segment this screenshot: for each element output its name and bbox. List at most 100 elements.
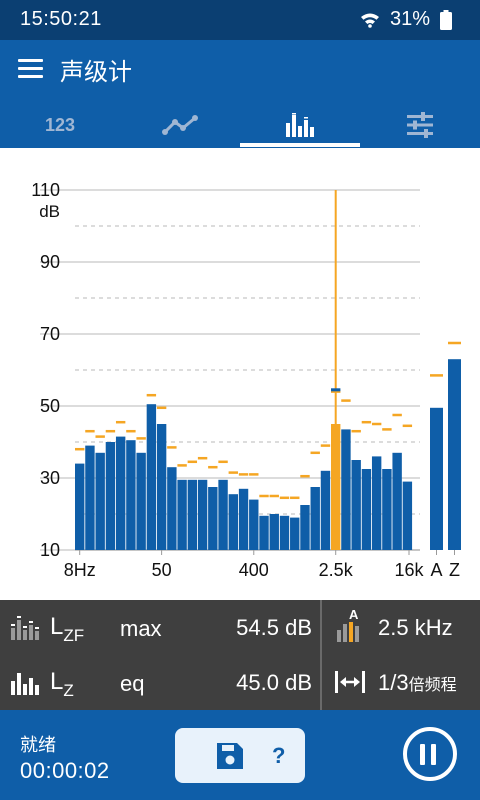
spectrum-bar <box>259 515 269 550</box>
bandwidth-value: 1/3倍频程 <box>378 670 457 695</box>
band-frequency[interactable]: A 2.5 kHz <box>322 600 480 655</box>
lz-eq-row[interactable]: LZ eq 45.0 dB <box>0 655 320 710</box>
x-tick-label: 400 <box>239 560 269 580</box>
spectrum-bar <box>167 467 177 550</box>
max-hold-marker <box>351 429 361 433</box>
y-tick-label: 70 <box>40 324 60 344</box>
spectrum-chart-panel: 110 90 70 50 30 10 dB 8Hz 50 400 2.5k 16k A Z <box>0 150 480 600</box>
bandwidth-setting[interactable]: 1/3倍频程 <box>322 655 480 710</box>
battery-icon <box>440 9 452 30</box>
spectrum-bar <box>392 452 402 550</box>
save-icon[interactable] <box>216 742 244 770</box>
max-hold-marker <box>95 435 105 438</box>
max-label: max <box>120 616 162 641</box>
spectrum-bar <box>402 481 413 550</box>
tab-spectrum[interactable] <box>240 102 360 148</box>
clock: 15:50:21 <box>20 8 102 30</box>
max-hold-marker <box>167 446 177 449</box>
spectrum-bar <box>105 442 116 550</box>
spectrum-bar <box>371 456 382 550</box>
tab-numeric[interactable]: 123 <box>0 102 120 148</box>
max-hold-marker <box>197 456 208 460</box>
spectrum-bar <box>187 479 198 550</box>
pause-icon-left <box>420 744 425 765</box>
spectrum-bar <box>290 517 300 550</box>
y-tick-label: 110 <box>31 180 60 200</box>
spectrum-bar <box>177 479 187 550</box>
spectrum-bar <box>238 488 249 550</box>
max-hold-marker <box>361 420 372 424</box>
measurement-panel: LZF max 54.5 dB LZ eq 45.0 dB A 2.5 kHz <box>0 600 480 710</box>
spectrum-bars-icon <box>11 673 39 695</box>
spectrum-bar <box>361 469 372 550</box>
max-hold-marker <box>402 424 413 428</box>
spectrum-bar <box>218 479 228 550</box>
spectrum-bar <box>95 452 105 550</box>
active-tab-indicator <box>240 143 360 147</box>
selected-band-icon: A <box>337 608 359 642</box>
overall-max-marker <box>448 341 461 345</box>
x-tick-label: 2.5k <box>319 560 354 580</box>
pause-button[interactable] <box>403 727 457 781</box>
spectrum-bar <box>310 487 320 550</box>
lz-symbol: LZ <box>50 668 74 700</box>
max-hold-marker <box>75 447 85 451</box>
max-hold-marker <box>259 494 269 498</box>
trend-line-tab-icon <box>162 115 198 135</box>
overall-bar <box>448 359 461 550</box>
max-hold-marker <box>279 496 290 500</box>
spectrum-bar <box>351 460 361 550</box>
lzf-symbol: LZF <box>50 613 85 645</box>
spectrum-bar <box>269 514 279 550</box>
frequency-value: 2.5 kHz <box>378 615 453 640</box>
max-hold-marker <box>146 393 157 397</box>
spectrum-bar <box>208 487 218 550</box>
spectrum-bar <box>115 436 126 550</box>
max-hold-marker <box>177 464 187 467</box>
spectrum-bar <box>249 499 259 550</box>
lzf-max-row[interactable]: LZF max 54.5 dB <box>0 600 320 655</box>
settings-sliders-tab-icon <box>407 112 433 138</box>
max-hold-marker <box>249 473 259 476</box>
spectrum-bars-tab-icon <box>286 113 314 137</box>
wifi-icon <box>360 13 379 28</box>
overall-bar <box>430 407 443 550</box>
spectrum-bar <box>279 515 290 550</box>
spectrum-chart[interactable]: 110 90 70 50 30 10 dB 8Hz 50 400 2.5k 16k A Z <box>0 150 480 600</box>
app-bar: 声级计 123 <box>0 40 480 148</box>
overall-label: A <box>430 560 442 580</box>
help-icon[interactable]: ? <box>272 743 286 768</box>
view-tabs: 123 <box>0 102 480 148</box>
max-hold-marker <box>85 429 95 433</box>
spectrum-bar <box>341 429 351 550</box>
save-help-button[interactable]: ? <box>175 728 305 783</box>
tab-trend[interactable] <box>120 102 240 148</box>
overall-label: Z <box>449 560 460 580</box>
max-hold-marker <box>269 494 279 498</box>
spectrum-bar <box>85 445 95 550</box>
bottom-bar: 就绪 00:00:02 ? <box>0 710 480 800</box>
spectrum-bar <box>197 479 208 550</box>
max-hold-marker <box>187 460 198 464</box>
y-tick-label: 50 <box>40 396 60 416</box>
max-hold-marker <box>136 437 146 440</box>
spectrum-bar <box>146 404 157 550</box>
spectrum-bar <box>320 470 331 550</box>
max-hold-marker <box>115 420 126 424</box>
spectrum-bar <box>300 505 310 550</box>
max-hold-marker <box>310 451 320 455</box>
max-hold-marker <box>392 413 402 417</box>
tab-settings[interactable] <box>360 102 480 148</box>
spectrum-bar <box>126 440 136 550</box>
y-tick-label: 30 <box>40 468 60 488</box>
lz-eq-value: 45.0 dB <box>236 670 312 695</box>
elapsed-time: 00:00:02 <box>20 758 110 783</box>
menu-icon[interactable] <box>18 57 44 79</box>
max-hold-marker <box>290 496 300 500</box>
spectrum-bar <box>156 424 167 550</box>
pause-icon-right <box>431 744 436 765</box>
lzf-max-value: 54.5 dB <box>236 615 312 640</box>
eq-marker <box>331 388 341 392</box>
x-tick-label: 16k <box>394 560 424 580</box>
y-tick-label: 90 <box>40 252 60 272</box>
